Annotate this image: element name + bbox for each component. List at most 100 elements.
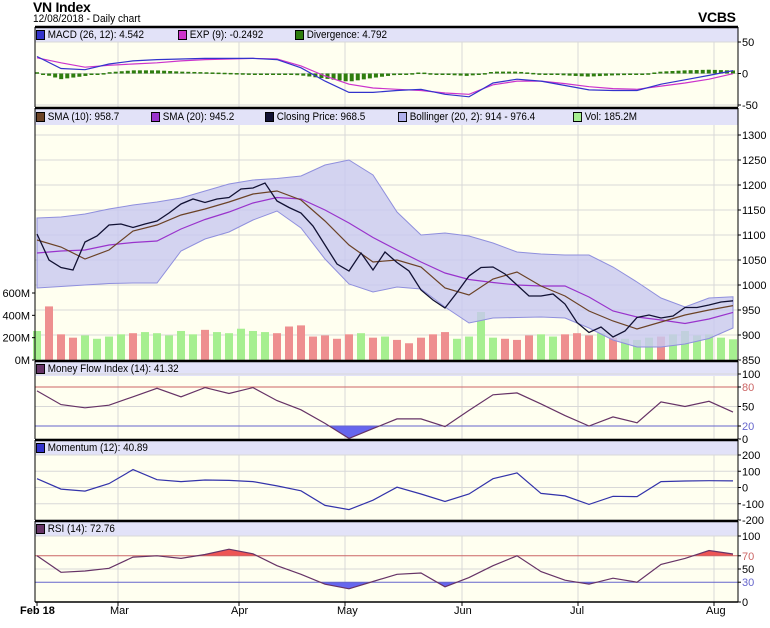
y-tick-label: 30 <box>742 577 754 589</box>
divergence-bar <box>289 73 294 75</box>
volume-bar <box>465 336 473 360</box>
legend-text: RSI (14): 72.76 <box>47 523 115 535</box>
divergence-bar <box>513 71 518 74</box>
divergence-bar <box>47 73 52 76</box>
volume-bar <box>177 330 185 360</box>
volume-bar <box>645 337 653 360</box>
divergence-bar <box>367 73 372 79</box>
volume-bar <box>513 339 521 360</box>
divergence-bar <box>652 72 657 74</box>
divergence-bar <box>379 73 384 77</box>
divergence-bar <box>343 73 348 82</box>
divergence-bar <box>331 73 336 80</box>
y-tick-label: 1200 <box>742 180 766 192</box>
y-tick-label: 0 <box>742 483 748 495</box>
divergence-bar <box>168 71 173 74</box>
volume-tick-label: 400M <box>2 310 30 322</box>
volume-bar <box>57 334 65 360</box>
legend-text: SMA (10): 958.7 <box>47 111 120 123</box>
legend-text: EXP (9): -0.2492 <box>189 29 264 41</box>
legend-bollinger: Bollinger (20, 2): 914 - 976.4 <box>398 111 536 123</box>
divergence-bar <box>422 72 427 75</box>
divergence-bar <box>192 71 197 74</box>
volume-bar <box>477 311 485 360</box>
volume-bar <box>417 337 425 360</box>
y-tick-label: 80 <box>742 382 754 394</box>
divergence-bar <box>525 72 530 74</box>
divergence-bar <box>83 73 88 76</box>
rsi-swatch <box>36 524 45 534</box>
x-tick-label: Aug <box>706 605 726 617</box>
divergence-bar <box>131 70 136 74</box>
divergence-bar <box>531 72 536 75</box>
volume-bar <box>597 333 605 360</box>
chart-subtitle: 12/08/2018 - Daily chart <box>33 13 141 25</box>
volume-bar <box>129 333 137 360</box>
momentum-legend: Momentum (12): 40.89 <box>36 441 182 455</box>
y-tick-label: 1250 <box>742 155 766 167</box>
divergence-bar <box>180 71 185 74</box>
divergence-bar <box>234 73 239 75</box>
legend-sma10: SMA (10): 958.7 <box>36 111 119 123</box>
volume-bar <box>141 332 149 360</box>
volume-bar <box>669 334 677 360</box>
divergence-bar <box>101 73 106 75</box>
volume-bar <box>621 338 629 360</box>
volume-bar <box>393 339 401 360</box>
legend-exp: EXP (9): -0.2492 <box>178 29 263 41</box>
divergence-bar <box>676 70 681 74</box>
volume-bar <box>369 337 377 360</box>
y-tick-label: 1150 <box>742 205 766 217</box>
divergence-bar <box>143 70 148 74</box>
divergence-bar <box>349 73 354 82</box>
divergence-bar <box>198 72 203 74</box>
divergence-bar <box>404 73 409 75</box>
divergence-bar <box>77 73 82 77</box>
close-swatch <box>265 112 274 122</box>
closing-price-line <box>36 182 734 338</box>
divergence-bar <box>440 73 445 75</box>
divergence-bar <box>446 73 451 75</box>
legend-text: Closing Price: 968.5 <box>276 111 366 123</box>
divergence-bar <box>628 73 633 75</box>
divergence-bar <box>307 73 312 77</box>
divergence-bar <box>216 72 221 75</box>
y-tick-label: 1000 <box>742 280 766 292</box>
volume-swatch <box>572 112 582 122</box>
volume-bar <box>69 337 77 360</box>
y-tick-label: 950 <box>742 305 760 317</box>
macd-legend-band <box>35 27 738 42</box>
volume-bar <box>93 338 101 360</box>
divergence-bar <box>549 73 554 75</box>
divergence-bar <box>283 73 288 75</box>
volume-bar <box>273 333 281 360</box>
divergence-bar <box>149 70 154 74</box>
divergence-bar <box>585 73 590 77</box>
divergence-bar <box>543 73 548 75</box>
divergence-bar <box>634 73 639 75</box>
volume-bar <box>189 334 197 360</box>
divergence-bar <box>537 73 542 75</box>
divergence-bar <box>561 73 566 76</box>
volume-bar <box>717 337 725 360</box>
divergence-bar <box>65 73 70 79</box>
volume-bar <box>693 335 701 360</box>
overbought-fill <box>197 549 733 556</box>
volume-bar <box>345 334 353 360</box>
divergence-bar <box>567 73 572 76</box>
macd-line <box>36 55 734 98</box>
volume-bar <box>45 306 53 360</box>
divergence-bar <box>682 70 687 74</box>
divergence-bar <box>452 73 457 76</box>
divergence-bar <box>35 72 39 74</box>
volume-bar <box>405 343 413 360</box>
x-tick-label: Feb 18 <box>20 605 55 617</box>
legend-text: Vol: 185.2M <box>584 111 637 123</box>
sma10-swatch <box>36 112 45 122</box>
divergence-bar <box>186 71 191 74</box>
y-tick-label: 850 <box>742 355 760 367</box>
divergence-bar <box>519 71 524 74</box>
x-tick-label: May <box>337 605 358 617</box>
divergence-bar <box>640 73 645 75</box>
divergence-bar <box>712 69 717 74</box>
